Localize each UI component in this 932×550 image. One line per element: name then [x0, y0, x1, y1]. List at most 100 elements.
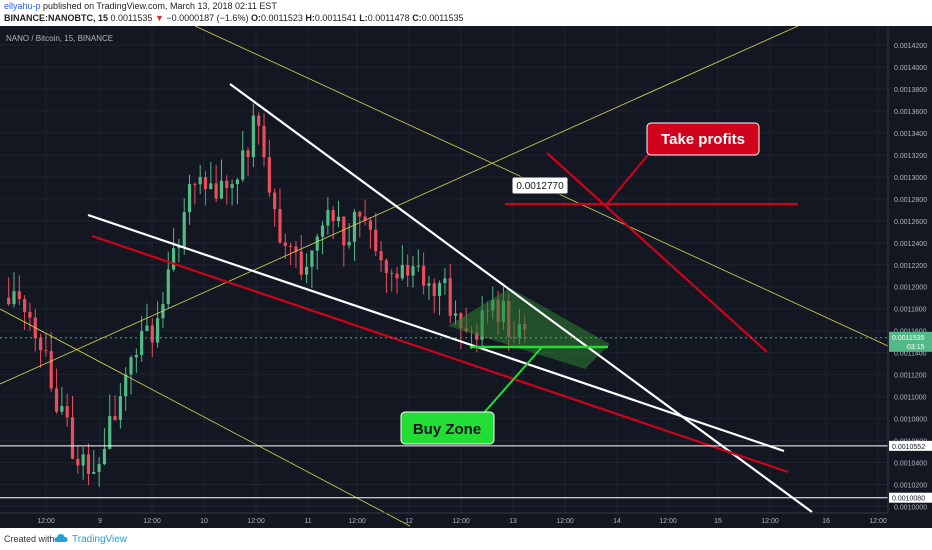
candle-body	[145, 325, 149, 332]
candle-body	[38, 338, 43, 351]
author-link[interactable]: ellyahu-p	[4, 1, 41, 11]
symbol-name: BINANCE:NANOBTC, 15	[4, 13, 109, 23]
candle-body	[358, 211, 362, 217]
level-label: 0.0010080	[892, 496, 925, 503]
candle-body	[214, 183, 218, 199]
y-tick-label: 0.0014200	[894, 43, 927, 50]
close-value: 0.0011535	[421, 13, 464, 23]
countdown-label: 03:15	[907, 344, 925, 351]
candle-body	[124, 374, 128, 397]
candle-body	[400, 264, 404, 279]
candle-body	[7, 297, 11, 305]
candle-body	[134, 354, 138, 358]
candle-body	[23, 298, 27, 312]
y-tick-label: 0.0010800	[894, 417, 927, 424]
level-label: 0.0010552	[892, 444, 925, 451]
tradingview-cloud-icon	[54, 534, 68, 542]
tradingview-brand[interactable]: TradingView	[72, 534, 128, 545]
candle-body	[363, 216, 367, 221]
candle-body	[406, 264, 410, 276]
candle-body	[395, 273, 399, 279]
x-tick-label: 10	[200, 518, 208, 525]
take-profits-pointer	[606, 149, 653, 205]
candle-body	[390, 273, 394, 275]
candle-body	[374, 229, 378, 252]
candle-body	[17, 291, 21, 299]
y-tick-label: 0.0012400	[894, 241, 927, 248]
x-tick-label: 12:00	[556, 518, 574, 525]
candle-body	[262, 125, 266, 158]
open-label: O:	[250, 13, 261, 23]
candle-body	[432, 283, 436, 296]
candle-body	[352, 211, 357, 242]
buy-zone-text: Buy Zone	[413, 421, 481, 438]
candle-body	[289, 245, 293, 247]
candle-body	[267, 157, 271, 193]
price-chart[interactable]: 0.0012770 Take profits Buy Zone 0.0014200 0…	[0, 26, 932, 528]
candle-body	[209, 183, 213, 190]
created-with-text: Created with	[4, 534, 55, 544]
candle-body	[12, 291, 16, 305]
chart-background	[0, 26, 932, 528]
price-annotation-box	[511, 176, 569, 195]
price-annotation-text: 0.0012770	[516, 181, 564, 192]
x-tick-label: 12	[405, 518, 413, 525]
buy-zone-area	[448, 288, 610, 369]
candle-body	[278, 209, 282, 243]
candle-body	[331, 210, 335, 222]
candle-body	[129, 357, 133, 375]
buy-zone-pointer	[481, 346, 543, 416]
candle-body	[336, 216, 341, 222]
candle-body	[251, 115, 255, 158]
level-label-box	[889, 440, 932, 451]
x-tick-label: 12:00	[247, 518, 265, 525]
candle-body	[65, 406, 69, 418]
candle-body	[177, 246, 181, 249]
candle-body	[347, 241, 351, 246]
level-label-box	[889, 492, 932, 503]
candle-body	[198, 177, 202, 185]
candle-body	[235, 179, 240, 185]
candle-body	[171, 248, 176, 270]
x-tick-label: 16	[822, 518, 830, 525]
white-wedge-lower	[87, 213, 785, 453]
candle-body	[219, 180, 224, 199]
candle-body	[448, 278, 452, 316]
x-tick-label: 12:00	[348, 518, 366, 525]
price-change: −0.0000187 (−1.6%)	[166, 13, 249, 23]
candle-body	[453, 313, 458, 316]
candle-body	[86, 454, 91, 474]
high-label: H:	[305, 13, 315, 23]
x-tick-label: 9	[98, 518, 102, 525]
candle-body	[193, 184, 197, 186]
candle-body	[102, 448, 107, 465]
y-tick-label: 0.0011400	[894, 351, 927, 358]
red-target-line	[546, 152, 768, 353]
candle-body	[283, 242, 287, 246]
candle-body	[246, 150, 250, 158]
candle-body	[182, 212, 186, 247]
drawings: 0.0012770 Take profits Buy Zone	[0, 26, 889, 527]
y-tick-label: 0.0011800	[894, 307, 927, 314]
last-price-box	[889, 331, 932, 352]
candle-body	[118, 396, 122, 420]
candle-body	[28, 311, 32, 318]
white-wedge-upper	[229, 83, 813, 513]
candle-body	[384, 260, 388, 274]
candle-body	[54, 388, 59, 412]
candle-body	[225, 180, 229, 188]
candle-body	[97, 464, 101, 472]
axes: 0.00142000.00140000.00138000.00136000.00…	[0, 26, 932, 525]
low-label: L:	[359, 13, 368, 23]
candle-body	[92, 471, 96, 474]
chart-title: NANO / Bitcoin, 15, BINANCE	[6, 34, 113, 43]
x-tick-label: 12:00	[143, 518, 161, 525]
y-tick-label: 0.0013800	[894, 87, 927, 94]
publish-line: ellyahu-p published on TradingView.com, …	[4, 1, 277, 11]
candle-body	[475, 332, 479, 340]
y-tick-label: 0.0011000	[894, 395, 927, 402]
candle-body	[257, 115, 261, 126]
candle-body	[150, 325, 154, 343]
y-tick-label: 0.0013400	[894, 131, 927, 138]
candle-body	[326, 210, 330, 226]
